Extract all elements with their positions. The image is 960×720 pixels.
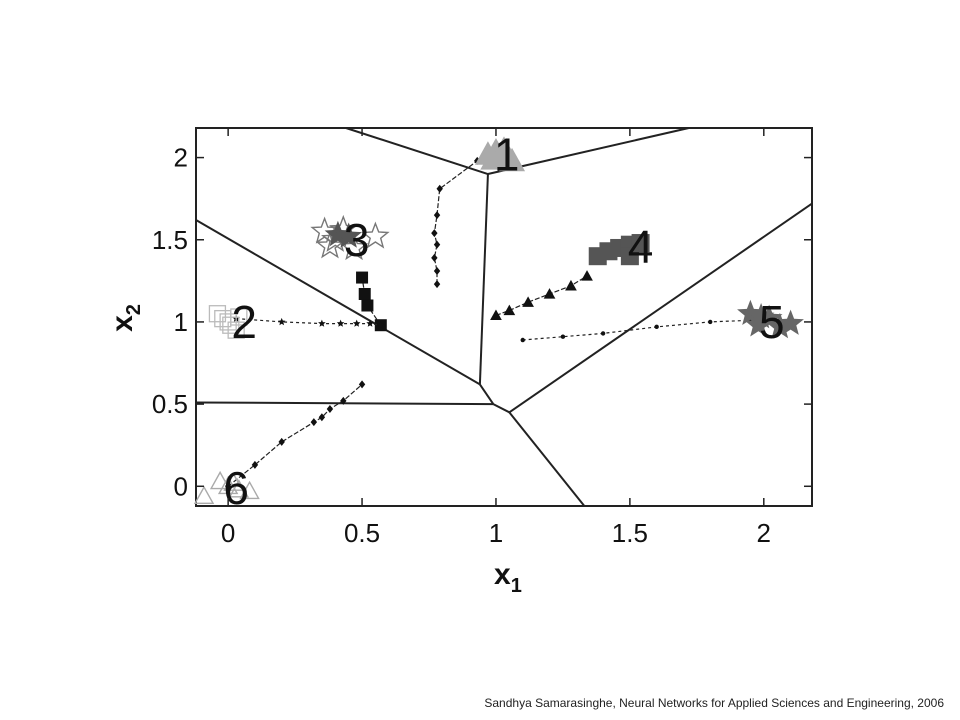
boundary-line [508,202,813,414]
trajectory-point [326,405,334,414]
cluster-label-1: 1 [494,128,520,180]
cluster-point [777,309,804,335]
trajectory-point [490,309,502,321]
x-tick-label: 0.5 [344,518,380,548]
ticks: 0 0.5 1 1.5 2 0 0.5 1 1.5 2 [152,128,812,548]
cluster-point [755,304,783,330]
cluster-point [239,480,260,500]
plot-frame [195,127,813,507]
cluster-label-4: 4 [628,220,654,272]
trajectory-point [600,331,606,336]
trajectory-point [436,184,443,193]
trajectory-point [318,319,326,327]
y-axis-label: x2 [106,304,145,332]
trajectory-point [358,287,371,300]
trajectory-point [251,460,259,469]
cluster-point [747,303,775,329]
trajectory-point [433,266,441,275]
source-caption: Sandhya Samarasinghe, Neural Networks fo… [484,696,944,710]
cluster-label-5: 5 [759,296,785,348]
trajectory-path [227,383,363,487]
cluster-point [737,299,764,325]
trajectory-point [318,413,326,422]
boundary-line [195,401,494,406]
cluster-point [227,321,245,339]
trajectory-point [565,279,577,291]
cluster-point [315,231,345,259]
boundary-line [479,383,495,405]
cluster-point [766,312,794,339]
trajectory-point [520,337,525,343]
trajectory-point [433,211,441,220]
trajectory-point [431,229,438,238]
boundary-line [478,173,489,385]
boundary-line [345,127,489,175]
cluster-point [620,247,639,266]
y-tick-label: 2 [174,143,188,173]
y-tick-label: 0.5 [152,389,188,419]
y-tick-label: 1 [174,307,188,337]
cluster-point [209,470,231,490]
boundary-line [508,411,586,507]
cluster-point [222,316,240,334]
trajectory-point [366,319,374,327]
y-tick-label: 0 [174,471,188,501]
trajectory-point [356,271,369,284]
trajectory-point [543,288,556,299]
trajectory-point [581,270,593,281]
trajectory-point [310,418,318,427]
y-tick-label: 1.5 [152,225,188,255]
trajectory-point [340,396,347,405]
trajectory-point [503,304,516,316]
x-tick-label: 2 [757,518,771,548]
x-tick-label: 1.5 [612,518,648,548]
cluster-label-3: 3 [344,214,370,266]
cluster-point [217,475,239,495]
trajectory-point [708,319,713,325]
x-tick-label: 1 [489,518,503,548]
trajectory-point [336,319,345,327]
cluster-point [193,485,215,505]
boundary-line [195,219,481,386]
cluster-point [228,479,250,498]
x-axis-label: x1 [494,558,522,597]
cluster-point [361,221,390,249]
cluster-label-2: 2 [231,296,257,348]
cluster-point [335,222,362,248]
trajectory-point [433,240,441,249]
trajectory-point [654,324,659,330]
boundary-line [492,403,510,414]
trajectory-point [377,321,385,329]
cluster-labels: 1 2 3 4 5 6 [223,128,784,514]
trajectory-point [352,319,361,327]
cluster-point [491,136,517,160]
cluster-point [223,472,244,491]
trajectory-point [278,437,285,446]
trajectory-point [522,296,534,307]
trajectory-point [560,334,566,339]
cluster-label-6: 6 [223,462,249,514]
trajectory-point [361,299,374,312]
clusters [193,136,804,505]
trajectory-point [358,380,366,389]
trajectory-point [433,280,441,289]
trajectories [224,156,753,491]
trajectory-point [277,317,286,326]
trajectory-point [431,253,438,262]
x-tick-label: 0 [221,518,235,548]
